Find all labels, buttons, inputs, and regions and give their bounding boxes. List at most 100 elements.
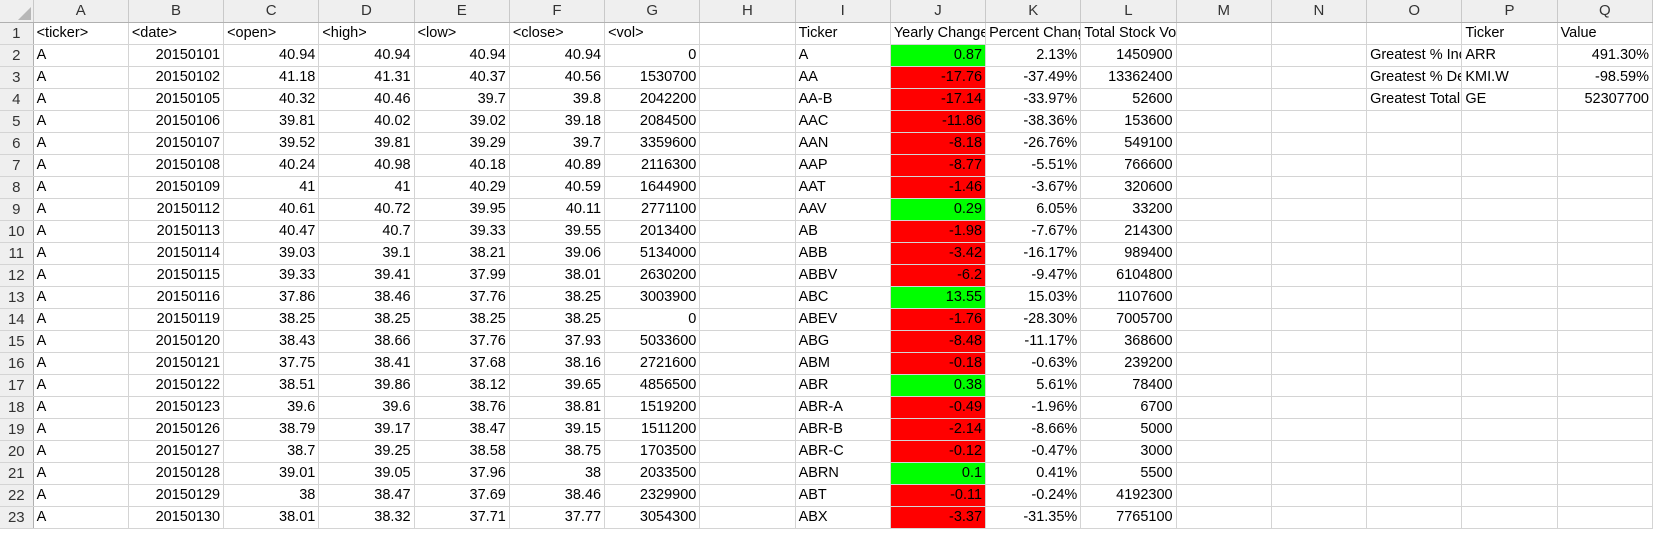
cell-d18[interactable]: 39.6 bbox=[318, 396, 415, 419]
cell-a19[interactable]: A bbox=[33, 418, 129, 441]
cell-m2[interactable] bbox=[1176, 44, 1272, 67]
cell-k6[interactable]: -26.76% bbox=[985, 132, 1082, 155]
cell-n7[interactable] bbox=[1271, 154, 1368, 177]
cell-a23[interactable]: A bbox=[33, 506, 129, 529]
cell-n22[interactable] bbox=[1271, 484, 1368, 507]
cell-d21[interactable]: 39.05 bbox=[318, 462, 415, 485]
cell-k4[interactable]: -33.97% bbox=[985, 88, 1082, 111]
column-header-h[interactable]: H bbox=[699, 0, 796, 23]
column-header-e[interactable]: E bbox=[414, 0, 510, 23]
cell-j9[interactable]: 0.29 bbox=[890, 198, 987, 221]
cell-h23[interactable] bbox=[699, 506, 796, 529]
cell-a13[interactable]: A bbox=[33, 286, 129, 309]
cell-l5[interactable]: 153600 bbox=[1080, 110, 1177, 133]
cell-q6[interactable] bbox=[1557, 132, 1653, 155]
cell-e10[interactable]: 39.33 bbox=[414, 220, 510, 243]
cell-n12[interactable] bbox=[1271, 264, 1368, 287]
cell-e5[interactable]: 39.02 bbox=[414, 110, 510, 133]
cell-i10[interactable]: AB bbox=[795, 220, 891, 243]
cell-e11[interactable]: 38.21 bbox=[414, 242, 510, 265]
cell-o21[interactable] bbox=[1366, 462, 1463, 485]
cell-h2[interactable] bbox=[699, 44, 796, 67]
cell-n3[interactable] bbox=[1271, 66, 1368, 89]
cell-c19[interactable]: 38.79 bbox=[223, 418, 320, 441]
cell-o6[interactable] bbox=[1366, 132, 1463, 155]
cell-g14[interactable]: 0 bbox=[604, 308, 701, 331]
cell-j3[interactable]: -17.76 bbox=[890, 66, 987, 89]
cell-d1[interactable]: <high> bbox=[318, 22, 415, 45]
cell-c15[interactable]: 38.43 bbox=[223, 330, 320, 353]
cell-m17[interactable] bbox=[1176, 374, 1272, 397]
cell-g15[interactable]: 5033600 bbox=[604, 330, 701, 353]
cell-q2[interactable]: 491.30% bbox=[1557, 44, 1653, 67]
cell-o8[interactable] bbox=[1366, 176, 1463, 199]
cell-g1[interactable]: <vol> bbox=[604, 22, 701, 45]
cell-q12[interactable] bbox=[1557, 264, 1653, 287]
cell-h18[interactable] bbox=[699, 396, 796, 419]
cell-k11[interactable]: -16.17% bbox=[985, 242, 1082, 265]
cell-n23[interactable] bbox=[1271, 506, 1368, 529]
row-header[interactable]: 23 bbox=[0, 506, 34, 529]
cell-i1[interactable]: Ticker bbox=[795, 22, 891, 45]
cell-b23[interactable]: 20150130 bbox=[128, 506, 225, 529]
cell-h7[interactable] bbox=[699, 154, 796, 177]
cell-m1[interactable] bbox=[1176, 22, 1272, 45]
column-header-o[interactable]: O bbox=[1366, 0, 1463, 23]
cell-l3[interactable]: 13362400 bbox=[1080, 66, 1177, 89]
cell-a11[interactable]: A bbox=[33, 242, 129, 265]
cell-p11[interactable] bbox=[1461, 242, 1558, 265]
cell-l4[interactable]: 52600 bbox=[1080, 88, 1177, 111]
cell-a17[interactable]: A bbox=[33, 374, 129, 397]
cell-c2[interactable]: 40.94 bbox=[223, 44, 320, 67]
cell-j12[interactable]: -6.2 bbox=[890, 264, 987, 287]
cell-l19[interactable]: 5000 bbox=[1080, 418, 1177, 441]
cell-h4[interactable] bbox=[699, 88, 796, 111]
cell-j1[interactable]: Yearly Change bbox=[890, 22, 987, 45]
cell-k17[interactable]: 5.61% bbox=[985, 374, 1082, 397]
cell-n5[interactable] bbox=[1271, 110, 1368, 133]
cell-n1[interactable] bbox=[1271, 22, 1368, 45]
cell-k3[interactable]: -37.49% bbox=[985, 66, 1082, 89]
cell-g6[interactable]: 3359600 bbox=[604, 132, 701, 155]
column-header-q[interactable]: Q bbox=[1557, 0, 1653, 23]
cell-f16[interactable]: 38.16 bbox=[509, 352, 606, 375]
cell-b14[interactable]: 20150119 bbox=[128, 308, 225, 331]
cell-h20[interactable] bbox=[699, 440, 796, 463]
cell-c7[interactable]: 40.24 bbox=[223, 154, 320, 177]
cell-h11[interactable] bbox=[699, 242, 796, 265]
cell-m7[interactable] bbox=[1176, 154, 1272, 177]
cell-a4[interactable]: A bbox=[33, 88, 129, 111]
cell-c4[interactable]: 40.32 bbox=[223, 88, 320, 111]
cell-b21[interactable]: 20150128 bbox=[128, 462, 225, 485]
cell-e7[interactable]: 40.18 bbox=[414, 154, 510, 177]
cell-q20[interactable] bbox=[1557, 440, 1653, 463]
cell-d3[interactable]: 41.31 bbox=[318, 66, 415, 89]
cell-j19[interactable]: -2.14 bbox=[890, 418, 987, 441]
cell-p16[interactable] bbox=[1461, 352, 1558, 375]
cell-p9[interactable] bbox=[1461, 198, 1558, 221]
cell-g4[interactable]: 2042200 bbox=[604, 88, 701, 111]
cell-l14[interactable]: 7005700 bbox=[1080, 308, 1177, 331]
cell-p6[interactable] bbox=[1461, 132, 1558, 155]
column-header-d[interactable]: D bbox=[318, 0, 415, 23]
cell-d10[interactable]: 40.7 bbox=[318, 220, 415, 243]
row-header[interactable]: 8 bbox=[0, 176, 34, 199]
cell-j6[interactable]: -8.18 bbox=[890, 132, 987, 155]
cell-h22[interactable] bbox=[699, 484, 796, 507]
cell-g7[interactable]: 2116300 bbox=[604, 154, 701, 177]
cell-b6[interactable]: 20150107 bbox=[128, 132, 225, 155]
cell-o3[interactable]: Greatest % Decrease bbox=[1366, 66, 1463, 89]
cell-l10[interactable]: 214300 bbox=[1080, 220, 1177, 243]
cell-p1[interactable]: Ticker bbox=[1461, 22, 1558, 45]
cell-n6[interactable] bbox=[1271, 132, 1368, 155]
cell-d22[interactable]: 38.47 bbox=[318, 484, 415, 507]
cell-m5[interactable] bbox=[1176, 110, 1272, 133]
cell-f17[interactable]: 39.65 bbox=[509, 374, 606, 397]
cell-d5[interactable]: 40.02 bbox=[318, 110, 415, 133]
cell-b18[interactable]: 20150123 bbox=[128, 396, 225, 419]
cell-q8[interactable] bbox=[1557, 176, 1653, 199]
cell-n17[interactable] bbox=[1271, 374, 1368, 397]
cell-a18[interactable]: A bbox=[33, 396, 129, 419]
cell-j16[interactable]: -0.18 bbox=[890, 352, 987, 375]
cell-b5[interactable]: 20150106 bbox=[128, 110, 225, 133]
